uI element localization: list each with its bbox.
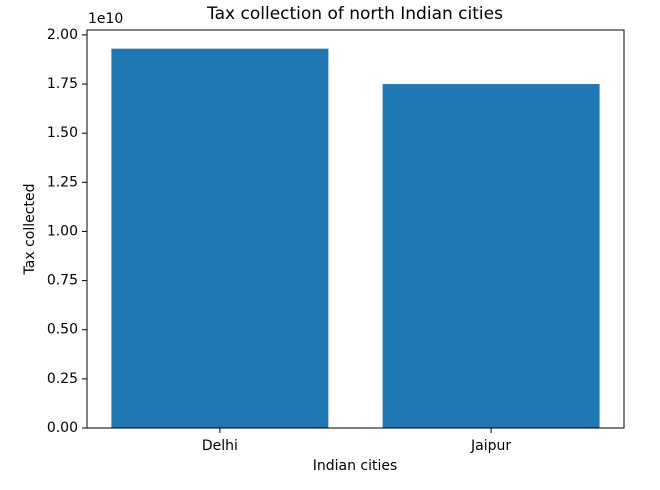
y-tick-label: 1.00 <box>47 223 78 239</box>
y-tick-label: 0.75 <box>47 273 78 289</box>
x-axis-label: Indian cities <box>313 458 398 474</box>
y-tick-label: 1.25 <box>47 174 78 190</box>
y-offset-label: 1e10 <box>88 11 123 27</box>
plot-frame <box>86 29 625 429</box>
y-tick-label: 0.50 <box>47 322 78 338</box>
y-tick-label: 0.00 <box>47 420 78 436</box>
y-tick-label: 2.00 <box>47 27 78 43</box>
bar <box>382 84 600 429</box>
y-tick-label: 1.75 <box>47 76 78 92</box>
y-tick-label: 1.50 <box>47 125 78 141</box>
x-tick-label: Delhi <box>202 438 238 454</box>
y-tick-label: 0.25 <box>47 371 78 387</box>
bar <box>111 48 329 429</box>
x-tick-label: Jaipur <box>470 438 511 454</box>
chart-title: Tax collection of north Indian cities <box>206 4 503 24</box>
y-axis-label: Tax collected <box>22 184 38 276</box>
